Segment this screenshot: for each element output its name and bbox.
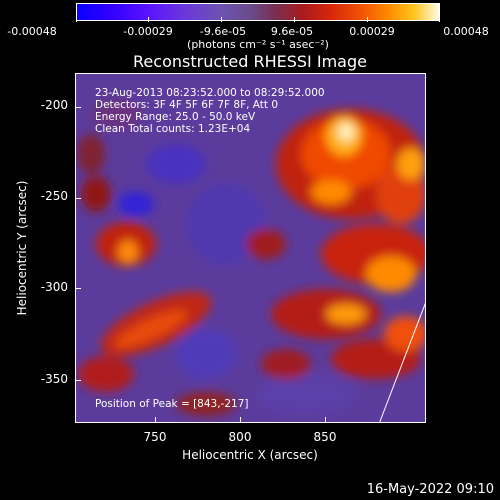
colorbar-tick-label: -9.6e-05: [199, 25, 247, 38]
y-tick-mark: [75, 380, 81, 381]
plot-title: Reconstructed RHESSI Image: [133, 52, 367, 71]
colorbar-units: (photons cm⁻² s⁻¹ asec⁻²): [187, 38, 329, 51]
colorbar: [76, 3, 440, 21]
y-axis-label: Heliocentric Y (arcsec): [15, 180, 29, 316]
colorbar-tick-label: 0.00048: [443, 25, 489, 38]
y-tick-label: -350: [40, 372, 68, 386]
colorbar-tick-label: 0.00029: [349, 25, 395, 38]
y-tick-label: -300: [40, 280, 68, 294]
annotation-detectors: Detectors: 3F 4F 5F 6F 7F 8F, Att 0: [95, 99, 279, 111]
x-axis-label: Heliocentric X (arcsec): [182, 448, 318, 462]
x-tick-mark: [155, 417, 156, 423]
y-tick-label: -200: [40, 98, 68, 112]
colorbar-tick-label: -0.00029: [123, 25, 173, 38]
colorbar-tick-label: -0.00048: [7, 25, 57, 38]
y-tick-label: -250: [40, 189, 68, 203]
x-tick-mark: [240, 417, 241, 423]
x-tick-label: 850: [313, 430, 337, 444]
colorbar-tick: [221, 17, 222, 22]
annotation-time-range: 23-Aug-2013 08:23:52.000 to 08:29:52.000: [95, 87, 325, 99]
y-tick-mark: [75, 288, 81, 289]
rhessi-image-map: [76, 74, 425, 422]
rhessi-image: [75, 73, 426, 423]
colorbar-tick: [148, 17, 149, 22]
colorbar-tick: [367, 17, 368, 22]
x-tick-label: 800: [228, 430, 252, 444]
annotation-energy: Energy Range: 25.0 - 50.0 keV: [95, 111, 256, 123]
annotation-peak-position: Position of Peak = [843,-217]: [95, 398, 249, 410]
colorbar-tick-label: 9.6e-05: [270, 25, 314, 38]
x-tick-label: 750: [143, 430, 167, 444]
timestamp: 16-May-2022 09:10: [366, 482, 494, 497]
y-tick-mark: [75, 198, 81, 199]
annotation-clean: Clean Total counts: 1.23E+04: [95, 123, 251, 135]
y-tick-mark: [75, 107, 81, 108]
x-tick-mark: [325, 417, 326, 423]
colorbar-tick: [439, 17, 440, 22]
colorbar-tick: [294, 17, 295, 22]
colorbar-tick: [76, 17, 77, 22]
